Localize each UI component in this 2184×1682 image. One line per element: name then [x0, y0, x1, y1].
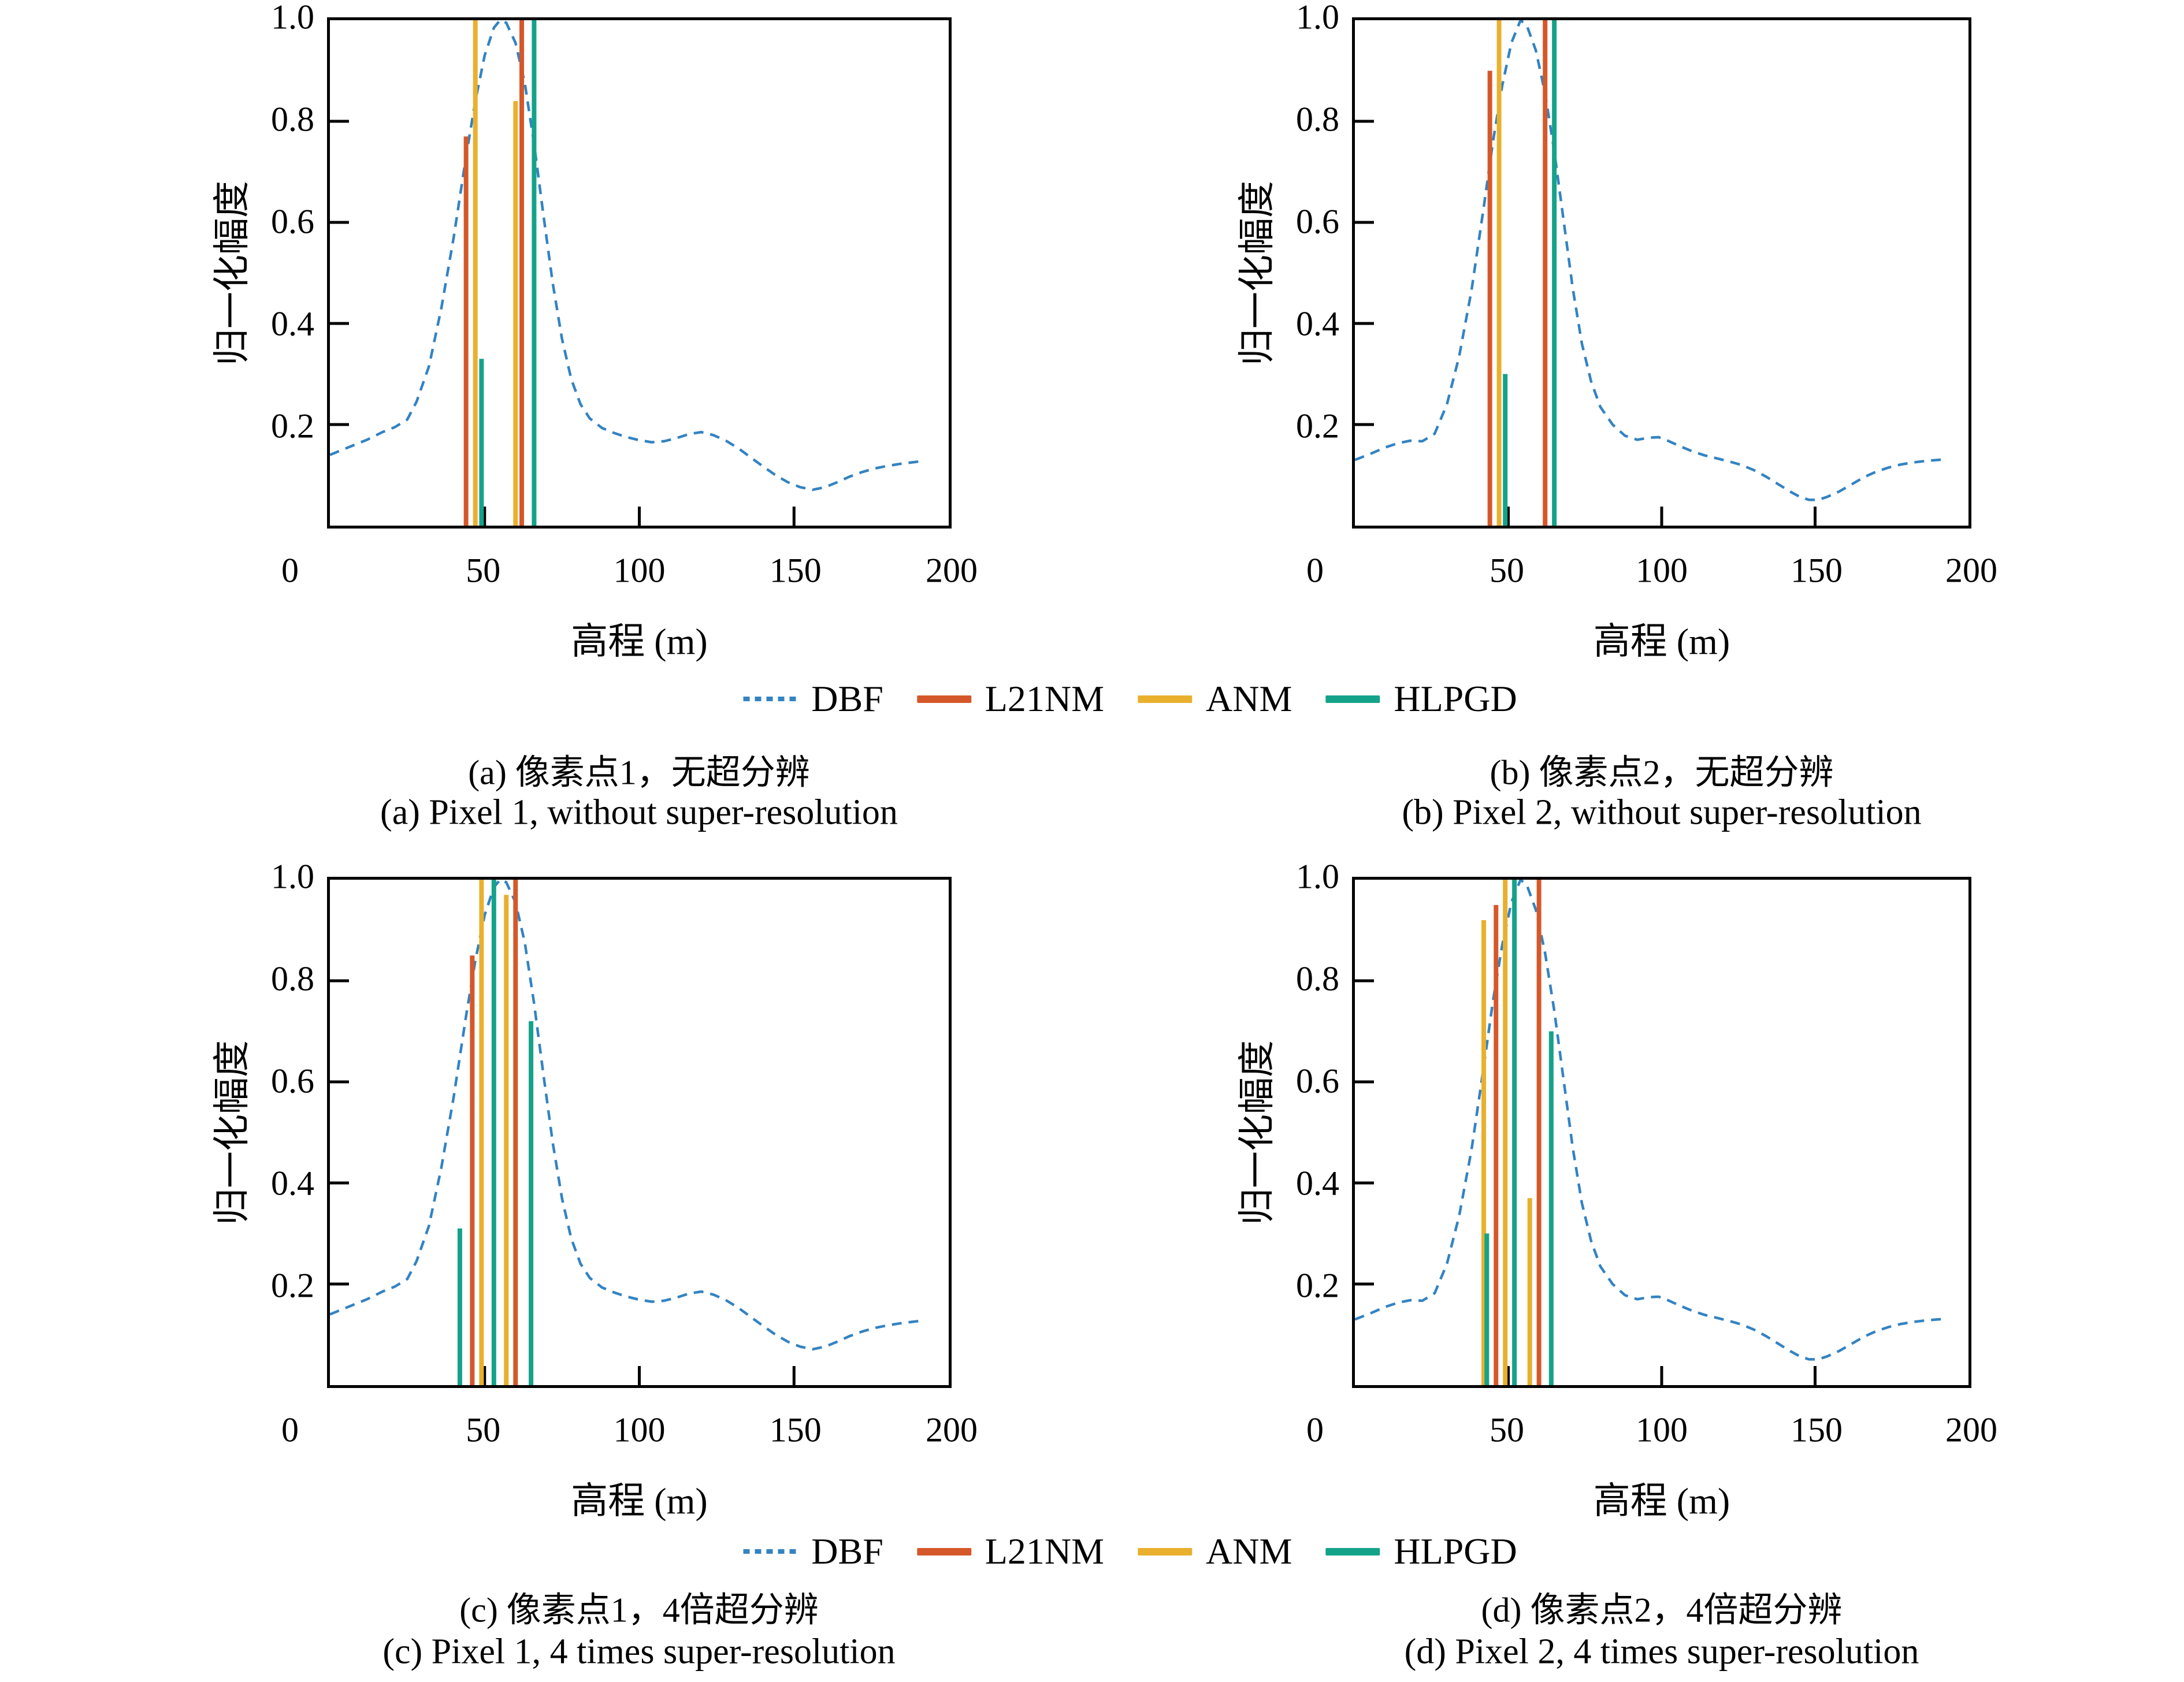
caption-b-en: (b) Pixel 2, without super-resolution [1402, 792, 1922, 832]
legend-bottom: DBF L21NM ANM HLPGD [743, 1530, 1517, 1573]
x-tick-label: 0 [281, 551, 299, 590]
y-tick-label: 1.0 [271, 0, 314, 36]
plot-area-b [1352, 17, 1971, 529]
x-tick-label: 50 [1490, 551, 1524, 590]
y-tick-label: 0.6 [1296, 1062, 1339, 1100]
plot-canvas-b [1355, 20, 1944, 526]
legend-item-anm: ANM [1138, 1530, 1292, 1573]
y-tick-label: 0.4 [1296, 304, 1339, 343]
legend-swatch-l21nm [916, 1547, 971, 1556]
x-tick-label: 200 [926, 1411, 978, 1449]
x-tick-label: 150 [769, 1411, 822, 1449]
y-tick-label: 0.6 [1296, 202, 1339, 241]
legend-item-hlpgd: HLPGD [1325, 1530, 1517, 1573]
legend-label: DBF [811, 1531, 883, 1572]
y-tick-label: 0.4 [271, 304, 314, 343]
plot-canvas-d [1355, 880, 1944, 1385]
caption-b-zh: (b) 像素点2，无超分辨 [1490, 753, 1834, 792]
x-axis-title: 高程 (m) [571, 1480, 708, 1521]
x-tick-label: 200 [1945, 1411, 1997, 1449]
y-tick-label: 0.6 [271, 202, 314, 241]
x-tick-label: 150 [1791, 1411, 1843, 1449]
legend-label: ANM [1206, 678, 1292, 719]
x-axis-title: 高程 (m) [1593, 1480, 1730, 1521]
y-tick-label: 1.0 [1296, 0, 1339, 36]
legend-item-dbf: DBF [743, 678, 883, 720]
x-tick-label: 50 [1490, 1411, 1524, 1449]
y-tick-label: 0.2 [1296, 1266, 1339, 1305]
x-axis-title: 高程 (m) [571, 621, 708, 662]
dbf-curve [330, 20, 924, 492]
legend-swatch-dbf [743, 697, 798, 701]
x-tick-label: 200 [926, 551, 978, 590]
y-tick-label: 0.6 [271, 1062, 314, 1100]
y-tick-label: 0.2 [271, 1266, 314, 1305]
caption-c-zh: (c) 像素点1，4倍超分辨 [459, 1591, 819, 1629]
legend-swatch-anm [1138, 695, 1193, 703]
legend-label: HLPGD [1394, 1531, 1517, 1572]
x-tick-label: 150 [769, 551, 822, 590]
plot-canvas-a [330, 20, 924, 526]
plot-area-c [327, 877, 952, 1388]
legend-swatch-dbf [743, 1549, 798, 1554]
x-tick-label: 200 [1945, 551, 1997, 590]
legend-swatch-hlpgd [1325, 1547, 1380, 1556]
y-tick-label: 0.4 [271, 1164, 314, 1203]
x-tick-label: 0 [1306, 1411, 1324, 1449]
legend-top: DBF L21NM ANM HLPGD [743, 678, 1517, 720]
caption-d-en: (d) Pixel 2, 4 times super-resolution [1404, 1632, 1919, 1672]
x-tick-label: 100 [1636, 551, 1688, 590]
y-tick-label: 0.8 [1296, 100, 1339, 139]
legend-item-l21nm: L21NM [916, 678, 1105, 720]
y-tick-label: 0.8 [1296, 959, 1339, 998]
legend-label: HLPGD [1394, 678, 1517, 719]
x-tick-label: 100 [613, 1411, 666, 1449]
caption-a-en: (a) Pixel 1, without super-resolution [380, 792, 898, 832]
x-tick-label: 150 [1791, 551, 1843, 590]
legend-item-hlpgd: HLPGD [1325, 678, 1517, 720]
y-tick-label: 0.8 [271, 100, 314, 139]
x-tick-label: 50 [466, 551, 501, 590]
legend-swatch-l21nm [916, 695, 971, 703]
y-tick-label: 0.2 [1296, 407, 1339, 445]
y-tick-label: 1.0 [1296, 857, 1339, 896]
legend-label: L21NM [985, 678, 1105, 719]
y-tick-label: 0.2 [271, 407, 314, 445]
legend-swatch-anm [1138, 1547, 1193, 1556]
x-tick-label: 100 [613, 551, 666, 590]
y-tick-label: 1.0 [271, 857, 314, 896]
x-tick-label: 0 [1306, 551, 1324, 590]
x-axis-title: 高程 (m) [1593, 621, 1730, 662]
y-tick-label: 0.8 [271, 959, 314, 998]
x-tick-label: 0 [281, 1411, 299, 1449]
legend-label: L21NM [985, 1531, 1105, 1572]
plot-canvas-c [330, 880, 924, 1385]
legend-item-dbf: DBF [743, 1530, 883, 1573]
plot-area-d [1352, 877, 1971, 1388]
legend-label: ANM [1206, 1531, 1292, 1572]
x-tick-label: 50 [466, 1411, 501, 1449]
legend-label: DBF [811, 678, 883, 719]
x-tick-label: 100 [1636, 1411, 1688, 1449]
y-tick-label: 0.4 [1296, 1164, 1339, 1203]
legend-item-l21nm: L21NM [916, 1530, 1105, 1573]
dbf-curve [1355, 880, 1944, 1361]
caption-c-en: (c) Pixel 1, 4 times super-resolution [382, 1632, 896, 1672]
legend-item-anm: ANM [1138, 678, 1292, 720]
dbf-curve [330, 880, 924, 1351]
dbf-curve [1355, 20, 1944, 501]
caption-d-zh: (d) 像素点2，4倍超分辨 [1481, 1591, 1843, 1629]
caption-a-zh: (a) 像素点1，无超分辨 [468, 753, 810, 792]
legend-swatch-hlpgd [1325, 695, 1380, 703]
plot-area-a [327, 17, 952, 529]
